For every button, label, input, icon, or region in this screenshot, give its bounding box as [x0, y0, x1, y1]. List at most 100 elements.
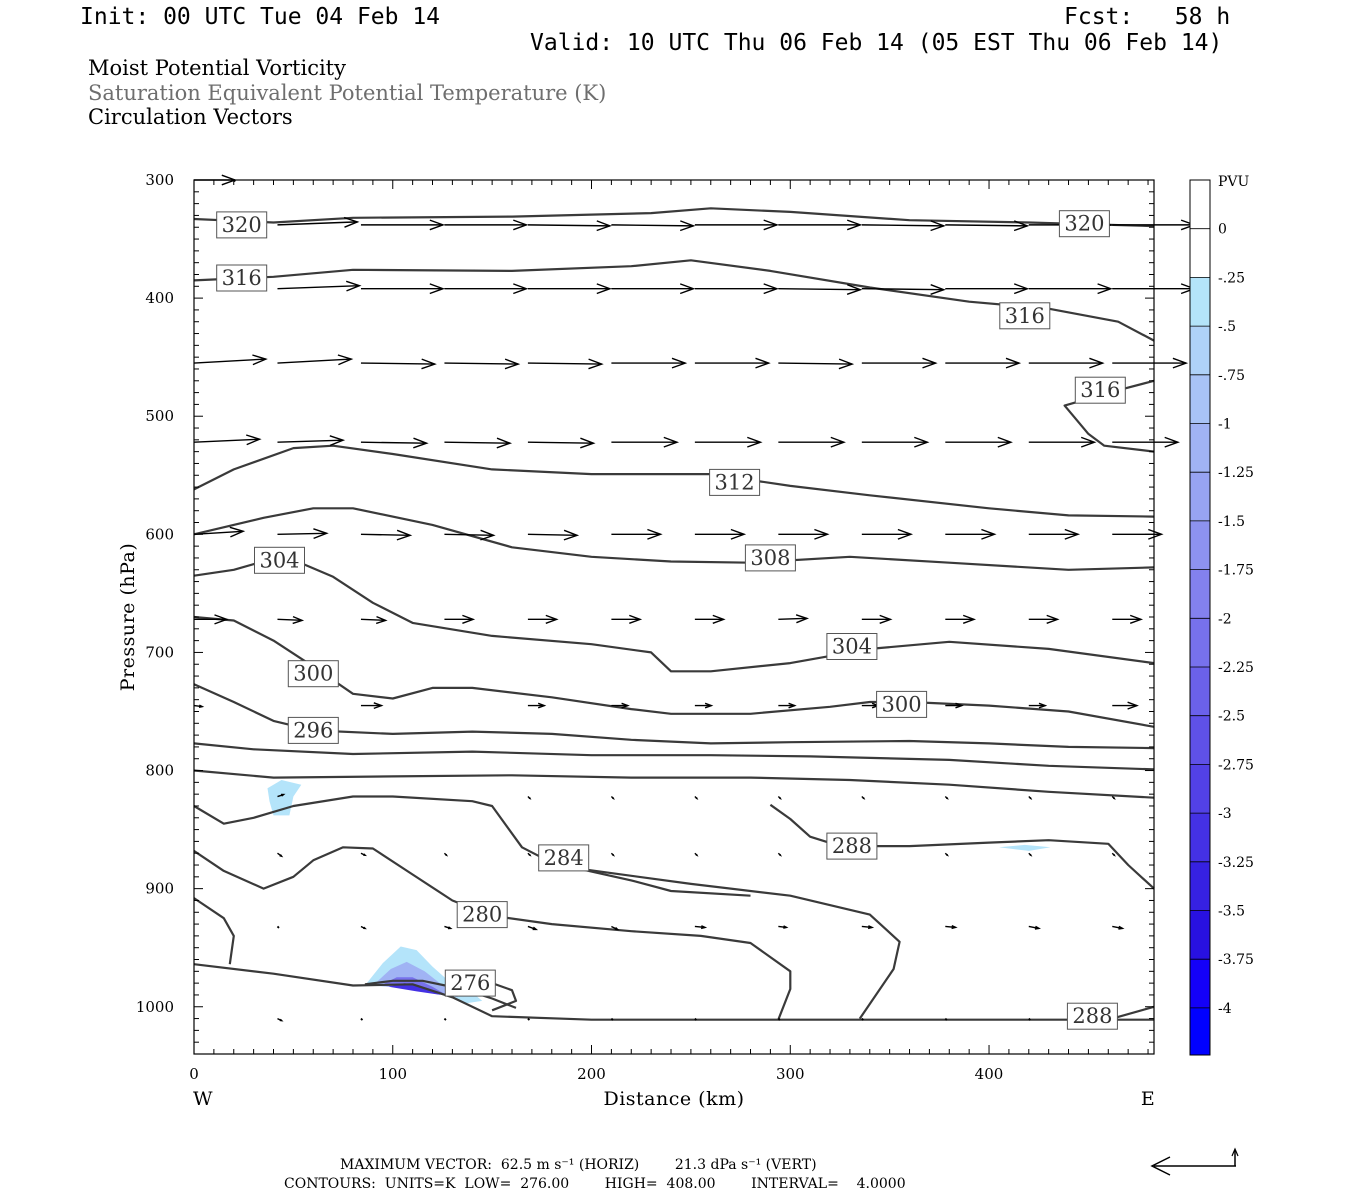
circulation-vector	[277, 615, 305, 625]
axis-ticks: 0 100 200 300 400 300 400 500 600 700 800 900 1000	[136, 171, 1154, 1083]
circulation-vector	[1028, 528, 1081, 540]
circulation-vector	[694, 357, 771, 369]
colorbar-tick-label: -1	[1218, 417, 1232, 433]
circulation-vector	[778, 436, 846, 448]
circulation-vector	[444, 358, 521, 370]
circulation-vector	[194, 614, 229, 625]
circulation-vector	[777, 852, 782, 857]
theta-es-contours	[193, 207, 1155, 1021]
contour-label-text: 296	[293, 718, 333, 742]
pv-region	[999, 844, 1051, 851]
circulation-vector	[861, 925, 875, 930]
circulation-vector	[527, 1017, 531, 1021]
circulation-vector	[360, 925, 367, 930]
circulation-vector	[1028, 796, 1033, 800]
circulation-vector	[360, 283, 446, 295]
circulation-vector	[945, 528, 997, 540]
colorbar-tick-label: -3	[1218, 806, 1232, 822]
colorbar-tick-label: -3.25	[1218, 855, 1254, 871]
circulation-vector	[861, 357, 938, 369]
circulation-vector	[360, 702, 384, 710]
circulation-vector	[444, 219, 529, 231]
max-vector-info: MAXIMUM VECTOR: 62.5 m s⁻¹ (HORIZ) 21.3 …	[340, 1157, 817, 1173]
circulation-vector	[611, 357, 688, 369]
circulation-vector	[610, 796, 615, 800]
circulation-vector	[1112, 283, 1197, 295]
circulation-vector	[193, 704, 205, 708]
y-tick-label: 300	[145, 171, 174, 189]
circulation-vector	[694, 796, 699, 800]
colorbar-swatch	[1190, 423, 1210, 473]
circulation-vector	[1112, 614, 1144, 624]
y-tick-label: 600	[145, 525, 174, 543]
circulation-vector	[611, 528, 663, 540]
colorbar-unit: PVU	[1218, 174, 1250, 190]
circulation-vector	[945, 702, 964, 709]
theta-es-contour-276	[364, 979, 517, 1009]
circulation-vector	[694, 614, 726, 624]
contour-label: 304	[254, 546, 305, 574]
theta-es-contour-320	[193, 207, 1155, 228]
contour-label-text: 320	[222, 213, 262, 237]
circulation-vector	[360, 437, 429, 449]
circulation-vector	[778, 702, 797, 709]
colorbar-tick-label: 0	[1218, 222, 1227, 238]
colorbar-swatch	[1190, 374, 1210, 424]
colorbar-swatch	[1190, 861, 1210, 911]
contour-label-text: 316	[222, 266, 262, 290]
circulation-vector	[360, 219, 446, 231]
circulation-vector	[945, 283, 1030, 295]
circulation-vector	[610, 852, 615, 857]
circulation-vector	[360, 358, 437, 370]
colorbar-tick-label: -1.5	[1218, 514, 1245, 530]
circulation-vector	[611, 614, 643, 624]
circulation-vector	[277, 435, 346, 447]
circulation-vector	[944, 796, 949, 800]
theta-es-contour-284	[193, 846, 792, 1021]
colorbar-swatch	[1190, 910, 1210, 960]
contour-label: 312	[709, 468, 761, 496]
circulation-vector	[277, 793, 286, 798]
circulation-vector	[1112, 219, 1197, 231]
circulation-vector	[1111, 796, 1116, 800]
circulation-vector	[694, 852, 699, 857]
circulation-vector	[945, 220, 1030, 232]
contour-label: 300	[287, 660, 339, 688]
theta-es-contour-288	[193, 769, 1155, 799]
colorbar-tick-label: -2.75	[1218, 757, 1254, 773]
circulation-vector	[861, 614, 893, 624]
circulation-vector	[277, 528, 329, 540]
pv-region	[388, 983, 441, 995]
circulation-vector	[694, 528, 747, 540]
contour-info: CONTOURS: UNITS=K LOW= 276.00 HIGH= 408.…	[284, 1176, 906, 1192]
circulation-vector	[277, 852, 284, 858]
contour-label: 288	[1066, 1002, 1118, 1030]
pv-shading	[267, 780, 1051, 1004]
circulation-vector	[611, 283, 696, 295]
contour-label-text: 300	[293, 662, 333, 686]
circulation-vector	[444, 283, 529, 295]
theta-es-contour-312	[193, 444, 1155, 518]
circulation-vector	[444, 529, 496, 541]
contour-label: 280	[456, 901, 508, 929]
contour-label: 284	[538, 844, 590, 872]
reference-vector	[1150, 1147, 1239, 1176]
circulation-vector	[1028, 614, 1060, 624]
x-tick-label: 0	[189, 1065, 199, 1083]
circulation-vector	[360, 615, 388, 625]
y-tick-label: 400	[145, 289, 174, 307]
circulation-vector	[193, 354, 268, 366]
circulation-vector	[360, 852, 367, 857]
colorbar-tick-label: -1.75	[1218, 563, 1254, 579]
circulation-vector	[945, 614, 977, 624]
circulation-vector	[694, 702, 714, 709]
contour-label-text: 288	[832, 834, 872, 858]
circulation-vector	[443, 1017, 447, 1021]
x-axis-west-label: W	[193, 1088, 213, 1110]
theta-es-contour-284	[551, 863, 901, 1020]
colorbar-swatch	[1190, 715, 1210, 765]
valid-time: Valid: 10 UTC Thu 06 Feb 14 (05 EST Thu …	[530, 30, 1223, 56]
theta-es-contour-280	[193, 963, 1154, 1021]
theta-es-contour-280	[193, 897, 235, 965]
circulation-vector	[861, 220, 946, 232]
